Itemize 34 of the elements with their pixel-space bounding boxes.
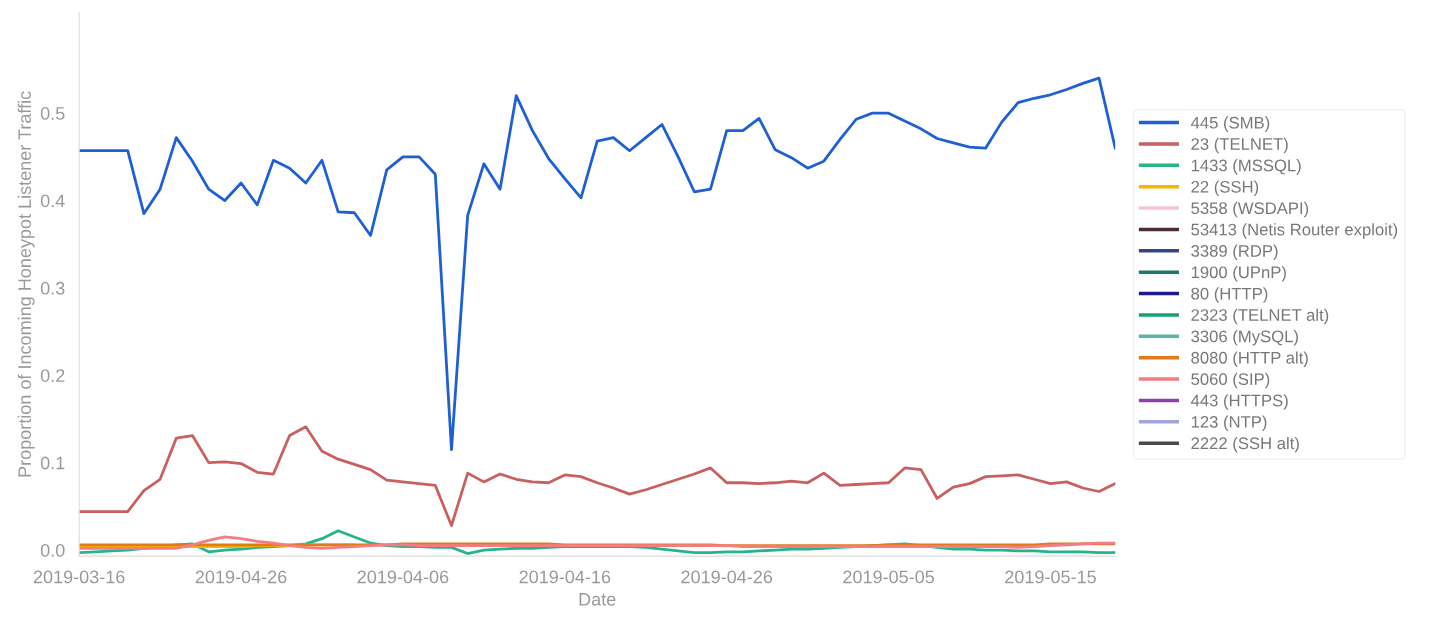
legend-label: 23 (TELNET)	[1191, 137, 1288, 154]
y-tick-label: 0.3	[40, 281, 65, 295]
legend-label: 5358 (WSDAPI)	[1191, 201, 1309, 218]
y-tick-label: 0.1	[40, 456, 65, 470]
legend-label: 8080 (HTTP alt)	[1191, 351, 1308, 367]
x-tick-label: 2019-05-15	[1005, 570, 1096, 584]
legend-label: 5060 (SIP)	[1191, 372, 1270, 389]
legend-label: 3389 (RDP)	[1191, 244, 1278, 261]
legend-label: 123 (NTP)	[1191, 415, 1267, 432]
x-axis-title: Date	[579, 593, 616, 606]
legend-label: 22 (SSH)	[1191, 180, 1259, 196]
legend-label: 1900 (UPnP)	[1191, 265, 1286, 282]
line-series	[79, 535, 1116, 550]
x-tick-label: 2019-03-16	[33, 570, 125, 584]
y-tick-label: 0.5	[40, 107, 65, 120]
legend-label: 443 (HTTPS)	[1190, 394, 1288, 410]
legend-label: 80 (HTTP)	[1191, 287, 1268, 303]
x-tick-label: 2019-04-06	[357, 570, 449, 584]
x-tick-label: 2019-04-16	[519, 570, 611, 584]
y-tick-label: 0.2	[40, 369, 65, 382]
legend-label: 53413 (Netis Router exploit)	[1191, 223, 1398, 239]
y-tick-label: 0.0	[40, 543, 65, 557]
line-series	[79, 76, 1116, 451]
x-tick-label: 2019-05-05	[843, 570, 935, 584]
x-tick-label: 2019-04-26	[681, 570, 773, 584]
legend-label: 2323 (TELNET alt)	[1191, 308, 1329, 325]
legend-label: 445 (SMB)	[1190, 116, 1270, 132]
y-axis-title: Proportion of Incoming Honeypot Listener Traffic	[17, 91, 35, 477]
legend-label: 3306 (MySQL)	[1191, 330, 1298, 346]
y-tick-label: 0.4	[40, 194, 65, 208]
line-series	[79, 425, 1116, 527]
legend-label: 2222 (SSH alt)	[1191, 436, 1299, 453]
legend-label: 1433 (MSSQL)	[1191, 159, 1301, 175]
x-tick-label: 2019-04-26	[195, 570, 287, 584]
